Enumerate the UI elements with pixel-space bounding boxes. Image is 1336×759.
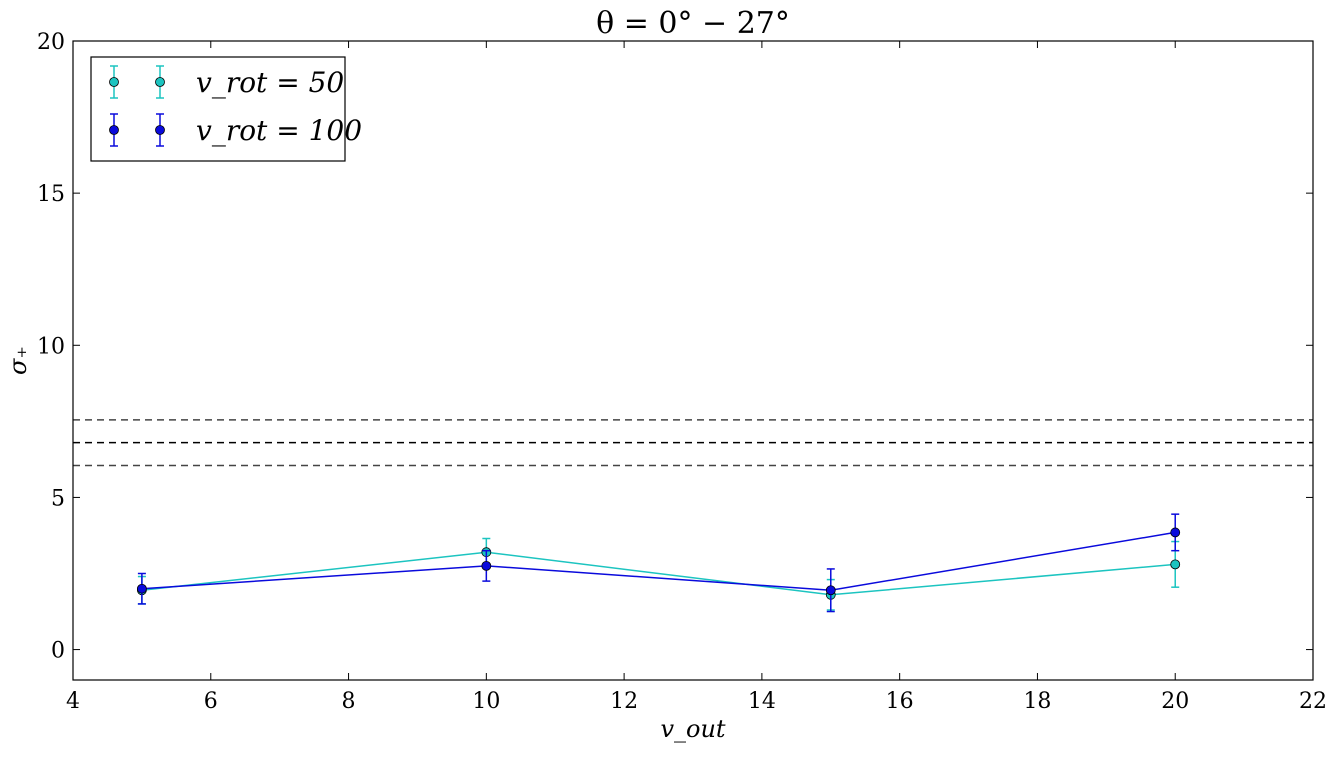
series-1 [136,513,1181,613]
data-point [825,585,836,596]
legend-marker [155,77,165,87]
legend-box [90,56,346,162]
data-point [481,560,492,571]
series-0 [136,537,1181,611]
axis-ticks [72,40,1314,680]
legend-entry-1: v_rot = 100 [109,113,362,147]
x-tick-label: 16 [886,689,914,714]
y-tick-label: 10 [37,334,65,359]
legend-label: v_rot = 100 [196,114,362,147]
x-tick-label: 12 [610,689,638,714]
legend: v_rot = 50 v_rot = 100 [90,56,362,162]
x-tick-label: 20 [1161,689,1189,714]
x-tick-label: 14 [748,689,776,714]
x-tick-label: 4 [66,689,80,714]
x-tick-label: 8 [342,689,356,714]
series-layer [136,513,1181,613]
legend-marker [109,77,119,87]
legend-label: v_rot = 50 [196,66,344,99]
x-tick-label: 10 [472,689,500,714]
x-tick-label: 18 [1023,689,1051,714]
legend-marker [155,125,165,135]
x-axis-label: v_out [660,715,725,743]
data-point [136,583,147,594]
data-point [1170,527,1181,538]
plot-frame [72,40,1314,681]
tick-labels: 4 6 8 10 12 14 16 18 20 22 0 5 10 15 20 [37,30,1327,714]
series-line [141,551,1176,596]
legend-entry-0: v_rot = 50 [109,65,344,99]
series-line [141,531,1176,591]
y-tick-label: 15 [37,182,65,207]
y-tick-label: 20 [37,30,65,55]
y-tick-label: 5 [51,486,65,511]
x-tick-label: 22 [1299,689,1327,714]
legend-marker [109,125,119,135]
reference-lines [73,419,1313,467]
chart-title: θ = 0° − 27° [596,6,790,41]
y-tick-label: 0 [51,639,65,664]
x-tick-label: 6 [204,689,218,714]
data-point [1170,559,1181,570]
y-axis-label: σ₊ [4,346,32,375]
